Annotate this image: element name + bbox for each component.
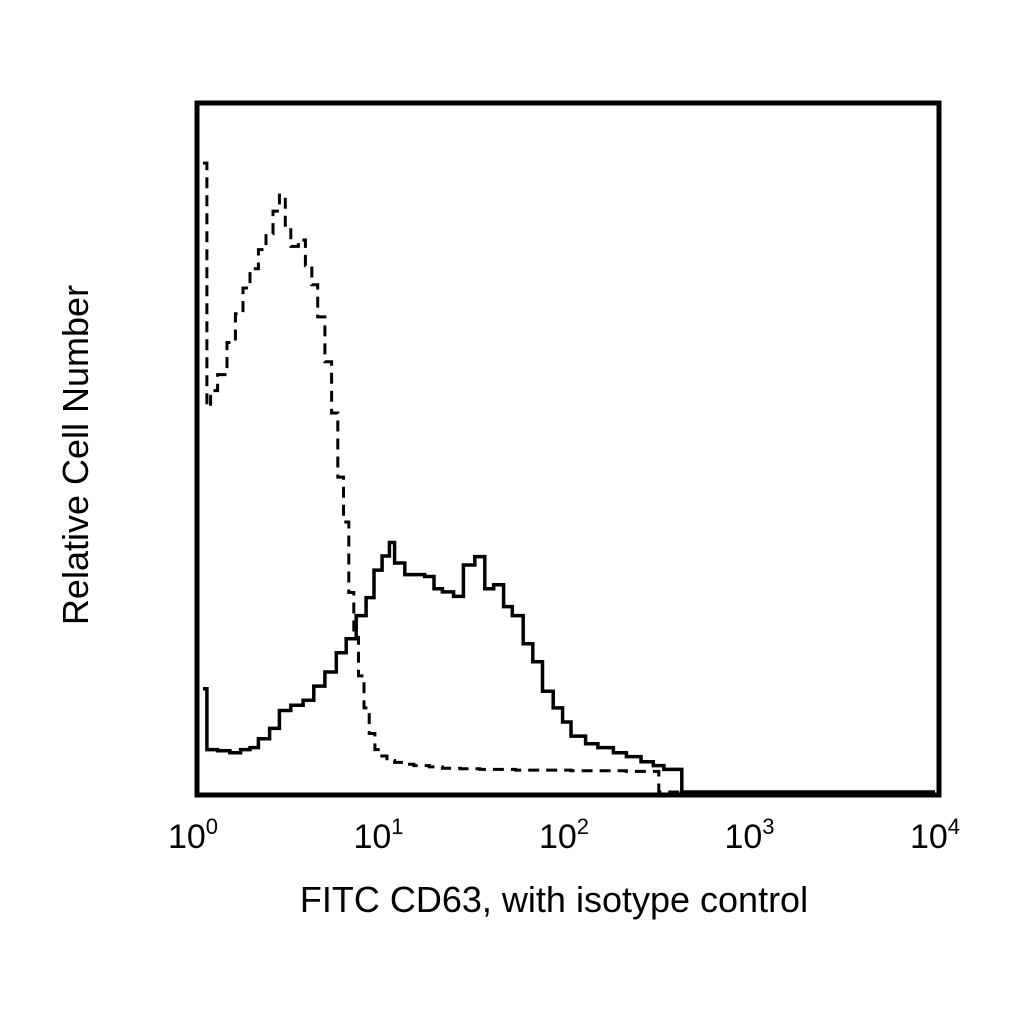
x-tick-exponent: 2 bbox=[577, 814, 589, 839]
x-axis-ticks: 100 101 102 103 104 bbox=[168, 814, 960, 856]
x-tick-base: 10 bbox=[910, 818, 948, 856]
x-tick-base: 10 bbox=[168, 818, 206, 856]
y-axis-title: Relative Cell Number bbox=[55, 285, 96, 625]
x-tick-exponent: 4 bbox=[948, 814, 960, 839]
x-tick-base: 10 bbox=[353, 818, 391, 856]
series-isotype-control-line bbox=[203, 161, 935, 794]
x-axis-title: FITC CD63, with isotype control bbox=[300, 879, 808, 920]
x-tick-base: 10 bbox=[724, 818, 762, 856]
x-tick-label: 101 bbox=[353, 814, 403, 856]
x-tick-base: 10 bbox=[539, 818, 577, 856]
plot-area bbox=[194, 100, 942, 798]
series-layer bbox=[203, 161, 935, 794]
x-tick-label: 103 bbox=[724, 814, 774, 856]
plot-frame bbox=[194, 100, 942, 798]
x-tick-label: 100 bbox=[168, 814, 218, 856]
x-tick-exponent: 3 bbox=[762, 814, 774, 839]
series-cd63-line bbox=[203, 540, 935, 794]
x-tick-exponent: 1 bbox=[391, 814, 403, 839]
x-tick-exponent: 0 bbox=[206, 814, 218, 839]
x-tick-label: 104 bbox=[910, 814, 960, 856]
x-tick-label: 102 bbox=[539, 814, 589, 856]
